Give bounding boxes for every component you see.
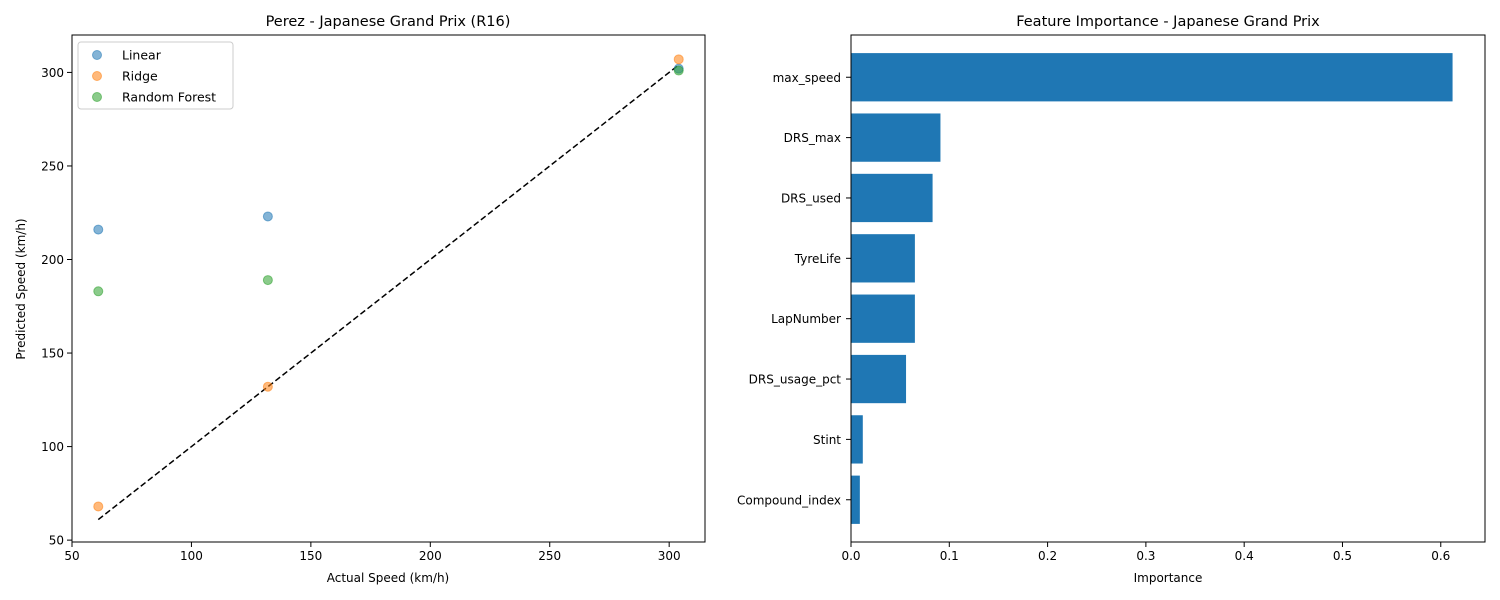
scatter-y-tick-label: 250 <box>41 159 64 173</box>
scatter-point-ridge <box>93 501 104 512</box>
scatter-x-tick-label: 150 <box>299 549 322 563</box>
scatter-legend-marker <box>92 92 102 102</box>
bar-category-label: Compound_index <box>737 493 841 507</box>
importance-bar <box>851 354 907 404</box>
scatter-legend: Linear Ridge Random Forest <box>77 41 234 110</box>
scatter-legend-label: Linear <box>122 48 162 63</box>
scatter-plot-area: 50 100 150 200 250 300 50 100 150 200 250 300 <box>41 34 706 563</box>
scatter-reference-line <box>97 64 680 521</box>
scatter-legend-label: Ridge <box>122 69 158 84</box>
scatter-y-axis-label: Predicted Speed (km/h) <box>14 218 28 359</box>
bar-x-tick-label: 0.2 <box>1038 549 1057 563</box>
scatter-point-linear <box>93 224 104 235</box>
scatter-legend-marker <box>92 50 102 60</box>
scatter-title: Perez - Japanese Grand Prix (R16) <box>266 14 511 30</box>
scatter-x-tick-label: 300 <box>658 549 681 563</box>
importance-bar <box>851 234 915 283</box>
bar-category-label: TyreLife <box>794 252 841 266</box>
scatter-y-tick-label: 150 <box>41 347 64 361</box>
bar-title: Feature Importance - Japanese Grand Prix <box>1016 14 1320 30</box>
bar-frame <box>850 34 1486 543</box>
scatter-legend-marker <box>92 71 102 81</box>
bar-x-axis-label: Importance <box>1134 571 1203 585</box>
scatter-chart: Perez - Japanese Grand Prix (R16) 50 100 1… <box>14 14 706 585</box>
bar-x-tick-label: 0.4 <box>1235 549 1254 563</box>
bar-category-label: DRS_used <box>781 191 841 205</box>
bar-category-label: max_speed <box>773 71 841 85</box>
scatter-point-random-forest <box>673 65 684 76</box>
scatter-y-tick-label: 200 <box>41 253 64 267</box>
scatter-x-tick-label: 100 <box>180 549 203 563</box>
bar-category-label: LapNumber <box>771 312 841 326</box>
bar-x-tick-label: 0.3 <box>1136 549 1155 563</box>
scatter-legend-box <box>77 41 234 110</box>
bar-category-label: DRS_usage_pct <box>749 373 842 387</box>
importance-bar-chart: Feature Importance - Japanese Grand Prix… <box>737 14 1486 585</box>
importance-bar <box>851 415 863 464</box>
scatter-point-ridge <box>673 54 684 65</box>
scatter-point-random-forest <box>262 275 273 286</box>
scatter-point-ridge <box>262 381 273 392</box>
scatter-y-tick-label: 50 <box>49 534 64 548</box>
importance-bar <box>851 173 933 223</box>
importance-bar <box>851 113 941 162</box>
scatter-y-tick-label: 100 <box>41 440 64 454</box>
scatter-frame <box>71 34 706 543</box>
bar-category-label: Stint <box>813 433 841 447</box>
scatter-point-random-forest <box>93 286 104 297</box>
importance-bar <box>851 294 915 343</box>
scatter-x-axis-label: Actual Speed (km/h) <box>327 571 450 585</box>
importance-bar <box>851 53 1453 102</box>
scatter-x-tick-label: 250 <box>538 549 561 563</box>
scatter-point-linear <box>262 211 273 222</box>
bar-x-tick-label: 0.5 <box>1333 549 1352 563</box>
scatter-x-tick-label: 50 <box>64 549 79 563</box>
bar-category-label: DRS_max <box>784 131 841 145</box>
scatter-legend-label: Random Forest <box>122 90 216 105</box>
importance-bar <box>851 475 860 524</box>
bar-x-tick-label: 0.0 <box>841 549 860 563</box>
bar-x-tick-label: 0.6 <box>1431 549 1450 563</box>
bar-x-tick-label: 0.1 <box>940 549 959 563</box>
bar-plot-area: max_speed DRS_max DRS_used TyreLife LapNumbe… <box>737 34 1486 563</box>
scatter-y-tick-label: 300 <box>41 66 64 80</box>
scatter-x-tick-label: 200 <box>419 549 442 563</box>
